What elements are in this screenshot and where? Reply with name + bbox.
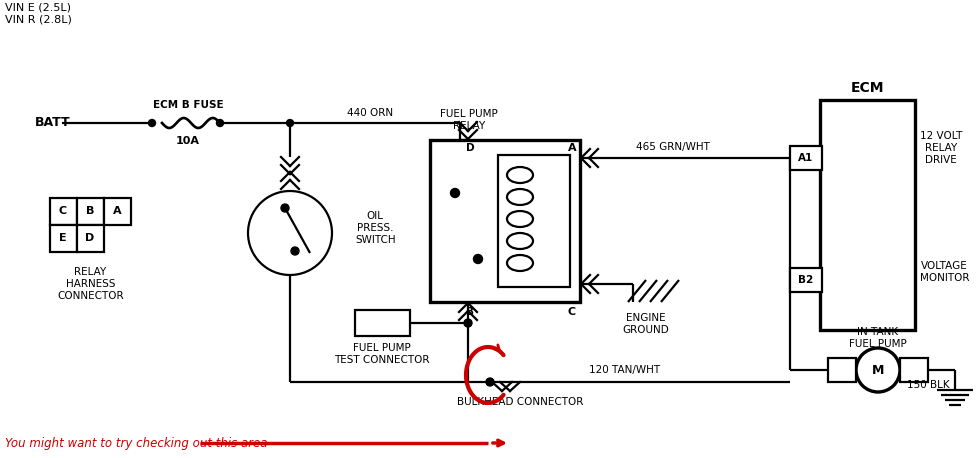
FancyBboxPatch shape (50, 225, 77, 252)
Text: E: E (60, 233, 66, 243)
Text: D: D (466, 143, 474, 153)
Text: 465 GRN/WHT: 465 GRN/WHT (636, 142, 710, 152)
FancyBboxPatch shape (104, 198, 131, 225)
Text: ECM: ECM (850, 81, 883, 95)
FancyBboxPatch shape (430, 140, 580, 302)
FancyBboxPatch shape (498, 155, 570, 287)
Text: D: D (85, 233, 95, 243)
FancyBboxPatch shape (355, 310, 410, 336)
FancyBboxPatch shape (900, 358, 928, 382)
Text: C: C (59, 206, 67, 216)
FancyBboxPatch shape (828, 358, 856, 382)
Text: A: A (112, 206, 121, 216)
Text: You might want to try checking out this area: You might want to try checking out this … (5, 436, 267, 449)
Text: 150 BLK: 150 BLK (908, 380, 950, 390)
FancyBboxPatch shape (77, 225, 104, 252)
Text: 440 ORN: 440 ORN (346, 108, 393, 118)
Text: VIN E (2.5L)
VIN R (2.8L): VIN E (2.5L) VIN R (2.8L) (5, 3, 72, 25)
Text: IN TANK
FUEL PUMP: IN TANK FUEL PUMP (849, 327, 907, 349)
Text: A1: A1 (798, 153, 814, 163)
Text: FUEL PUMP
TEST CONNECTOR: FUEL PUMP TEST CONNECTOR (334, 343, 429, 365)
Circle shape (217, 120, 224, 126)
Text: 12 VOLT
RELAY
DRIVE: 12 VOLT RELAY DRIVE (920, 131, 962, 164)
Text: 10A: 10A (176, 136, 200, 146)
Text: BULKHEAD CONNECTOR: BULKHEAD CONNECTOR (457, 397, 584, 407)
Text: 120 TAN/WHT: 120 TAN/WHT (590, 365, 661, 375)
Text: B: B (86, 206, 95, 216)
FancyBboxPatch shape (77, 198, 104, 225)
Text: B2: B2 (798, 275, 814, 285)
FancyBboxPatch shape (820, 100, 915, 330)
Text: B: B (466, 307, 474, 317)
Text: A: A (568, 143, 576, 153)
Text: ENGINE
GROUND: ENGINE GROUND (623, 313, 670, 335)
Circle shape (148, 120, 155, 126)
Text: RELAY
HARNESS
CONNECTOR: RELAY HARNESS CONNECTOR (58, 267, 124, 300)
Text: FUEL PUMP
RELAY: FUEL PUMP RELAY (440, 109, 498, 131)
Circle shape (291, 247, 299, 255)
FancyBboxPatch shape (790, 146, 822, 170)
Text: VOLTAGE
MONITOR: VOLTAGE MONITOR (920, 261, 969, 283)
FancyBboxPatch shape (50, 198, 77, 225)
Text: BATT: BATT (35, 116, 70, 130)
Circle shape (281, 204, 289, 212)
Circle shape (486, 378, 494, 386)
Circle shape (473, 255, 482, 263)
Circle shape (464, 319, 472, 327)
Text: C: C (568, 307, 576, 317)
Text: M: M (872, 364, 884, 376)
Circle shape (287, 120, 294, 126)
FancyBboxPatch shape (790, 268, 822, 292)
Text: OIL
PRESS.
SWITCH: OIL PRESS. SWITCH (355, 212, 395, 245)
Text: ECM B FUSE: ECM B FUSE (152, 100, 224, 110)
Circle shape (451, 189, 460, 197)
